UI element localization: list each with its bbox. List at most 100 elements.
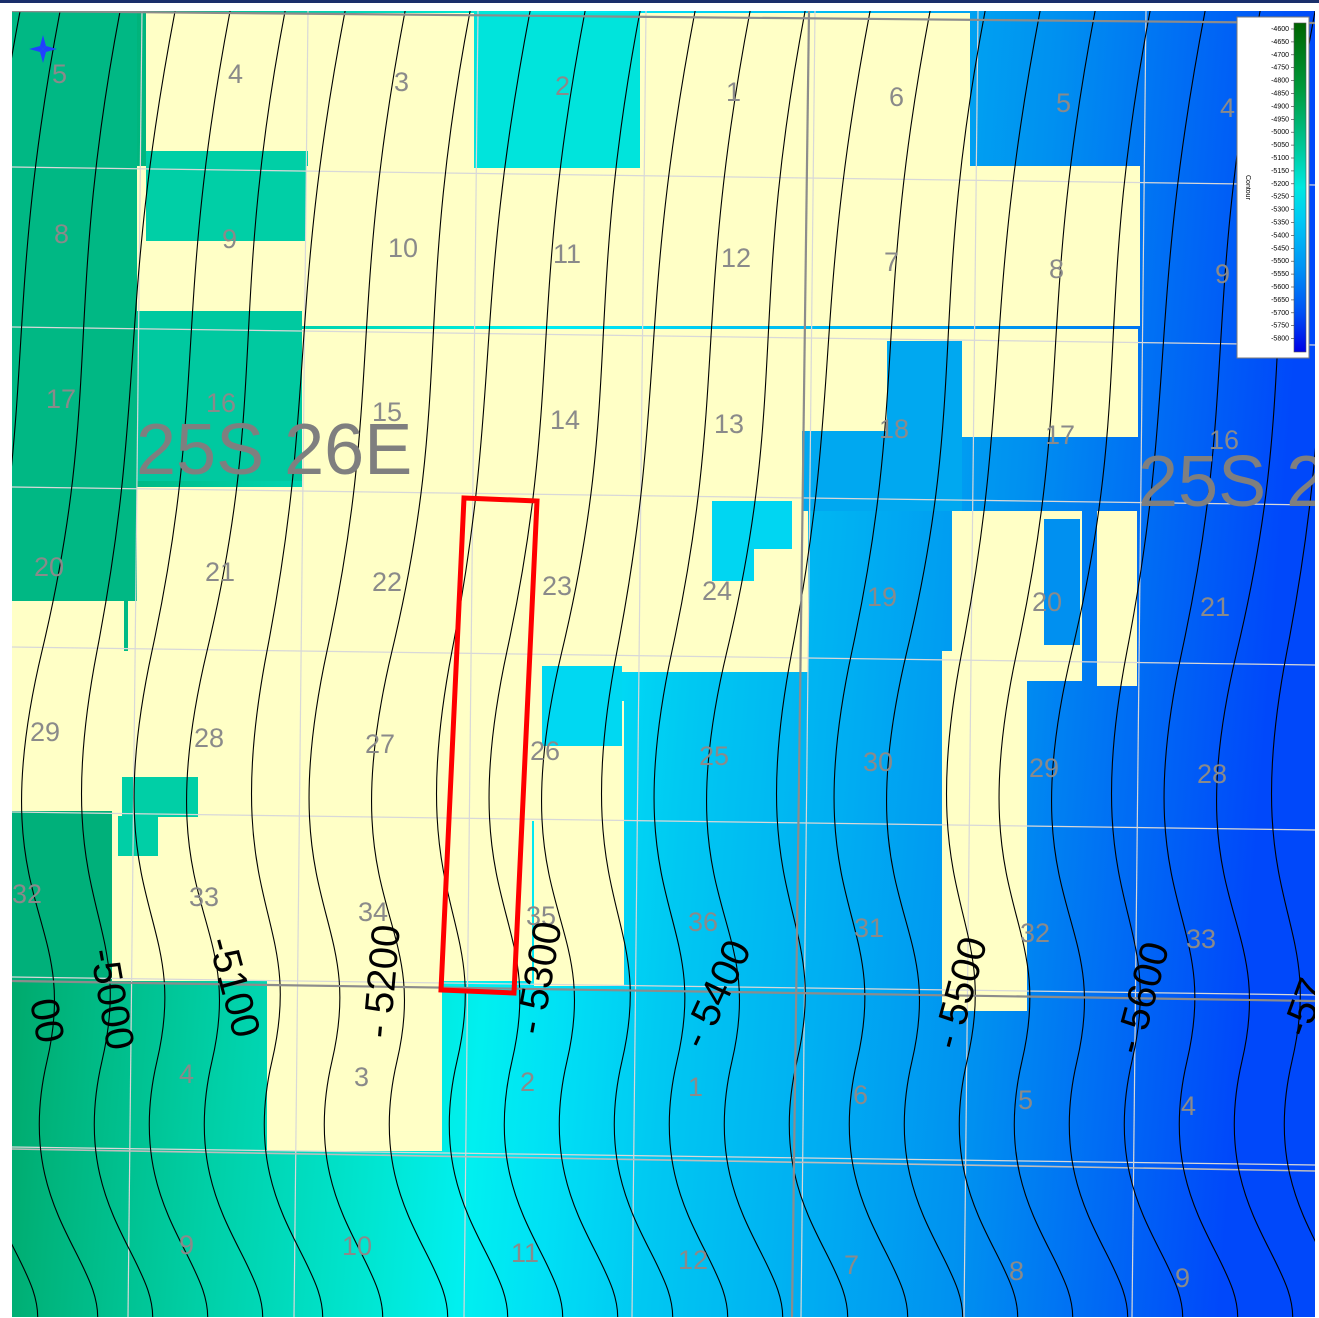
legend-tick-label: -5550 — [1271, 271, 1289, 278]
contour-line — [12, 11, 61, 1317]
section-number-label: 4 — [179, 1059, 194, 1089]
legend-ticks: -4600 -4650 -4700 -4750 -4800 -4850 -4900 -4950… — [1271, 26, 1294, 343]
section-number-label: 13 — [714, 409, 744, 439]
section-number-label: 8 — [1049, 254, 1064, 284]
color-legend: -4600 -4650 -4700 -4750 -4800 -4850 -4900 -4950… — [1236, 16, 1310, 359]
legend-tick-label: -4600 — [1271, 26, 1289, 33]
section-number-label: 6 — [853, 1080, 868, 1110]
section-number-label: 11 — [511, 1238, 539, 1268]
section-number-label: 8 — [1009, 1256, 1024, 1286]
contour-line — [998, 11, 1096, 1317]
contour-line — [945, 11, 1041, 1317]
section-number-label: 3 — [394, 67, 409, 97]
contour-line — [1051, 11, 1151, 1317]
legend-tick-label: -5450 — [1271, 245, 1289, 252]
section-number-label: 2 — [555, 71, 570, 101]
section-number-label: 4 — [1181, 1091, 1196, 1121]
section-number-label: 5 — [52, 59, 67, 89]
section-number-label: 19 — [867, 582, 897, 612]
legend-tick-label: -5400 — [1271, 232, 1289, 239]
section-number-label: 8 — [54, 219, 69, 249]
contour-line — [435, 11, 531, 1317]
legend-tick-label: -5700 — [1271, 310, 1289, 317]
contour-line — [250, 11, 346, 1317]
section-number-label: 24 — [702, 576, 732, 606]
contour-line — [133, 11, 231, 1317]
section-number-label: 9 — [222, 224, 237, 254]
section-number-label: 7 — [844, 1250, 859, 1280]
highlighted-lease-outline[interactable] — [438, 495, 540, 996]
section-number-label: 32 — [12, 879, 42, 909]
section-number-label: 25 — [699, 741, 729, 771]
legend-tick-label: -5200 — [1271, 181, 1289, 188]
section-number-label: 16 — [206, 388, 236, 418]
contour-line — [886, 11, 986, 1317]
section-number-label: 32 — [1020, 918, 1050, 948]
section-number-label: 2 — [520, 1067, 535, 1097]
section-number-label: 18 — [879, 414, 909, 444]
section-number-label: 29 — [30, 717, 60, 747]
section-number-label: 35 — [526, 901, 556, 931]
section-number-label: 1 — [726, 77, 741, 107]
section-number-label: 34 — [358, 897, 388, 927]
legend-title: Contour — [1244, 175, 1251, 201]
section-number-label: 28 — [1197, 759, 1227, 789]
township-label: 25S 2 — [1138, 442, 1315, 522]
legend-tick-label: -5000 — [1271, 129, 1289, 136]
contour-line — [21, 11, 121, 1317]
section-number-label: 23 — [542, 571, 572, 601]
section-number-label: 31 — [854, 913, 884, 943]
township-boundaries — [12, 11, 1315, 1317]
compass-icon — [29, 35, 57, 63]
contour-line — [775, 11, 871, 1317]
legend-tick-label: -5800 — [1271, 336, 1289, 343]
legend-tick-label: -5250 — [1271, 194, 1289, 201]
contour-line — [186, 11, 286, 1317]
contour-line — [706, 11, 806, 1317]
section-number-label: 29 — [1029, 753, 1059, 783]
section-number-label: 20 — [34, 552, 64, 582]
contour-value-label: - 5200 — [355, 923, 409, 1040]
section-number-label: 3 — [354, 1062, 369, 1092]
legend-tick-label: -5650 — [1271, 297, 1289, 304]
legend-tick-label: -4650 — [1271, 39, 1289, 46]
section-number-label: 14 — [550, 405, 580, 435]
section-number-label: 10 — [388, 233, 418, 263]
contour-line — [833, 11, 931, 1317]
legend-tick-label: -4700 — [1271, 52, 1289, 59]
section-number-label: 15 — [372, 397, 402, 427]
section-number-label: 17 — [1045, 420, 1075, 450]
legend-tick-label: -5500 — [1271, 258, 1289, 265]
section-number-label: 10 — [342, 1231, 372, 1261]
legend-tick-label: -4800 — [1271, 78, 1289, 85]
contour-line — [541, 11, 641, 1317]
legend-tick-label: -5100 — [1271, 155, 1289, 162]
legend-color-bar — [1293, 22, 1307, 353]
section-number-label: 4 — [1220, 93, 1235, 123]
contour-line — [308, 11, 406, 1317]
legend-tick-label: -4850 — [1271, 91, 1289, 98]
contour-line — [1163, 11, 1261, 1317]
contour-line — [1270, 448, 1315, 1243]
contour-line — [80, 11, 176, 1317]
section-number-label: 33 — [189, 882, 219, 912]
section-number-label: 9 — [179, 1230, 194, 1260]
township-label: 25S 26E — [136, 410, 412, 490]
section-number-label: 26 — [530, 736, 560, 766]
section-number-label: 6 — [889, 82, 904, 112]
legend-tick-label: -5750 — [1271, 323, 1289, 330]
section-number-label: 21 — [205, 557, 235, 587]
section-number-label: 28 — [194, 723, 224, 753]
section-number-label: 5 — [1018, 1085, 1033, 1115]
section-number-label: 9 — [1215, 259, 1230, 289]
legend-tick-label: -4900 — [1271, 103, 1289, 110]
section-number-label: 21 — [1200, 592, 1230, 622]
section-number-label: 27 — [365, 729, 395, 759]
section-number-label: 12 — [721, 243, 751, 273]
section-number-label: 22 — [372, 567, 402, 597]
contour-line — [488, 11, 586, 1317]
section-number-label: 4 — [228, 59, 243, 89]
